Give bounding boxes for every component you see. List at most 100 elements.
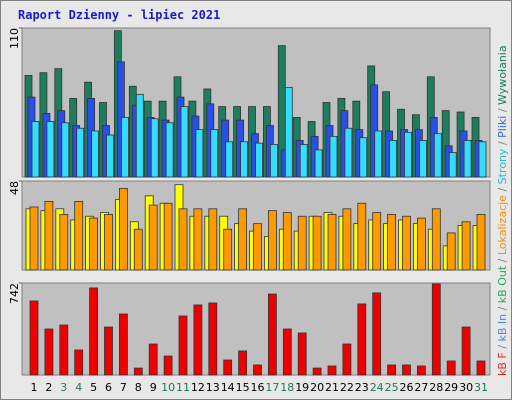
bar: [282, 212, 292, 271]
x-tick-label: 11: [176, 381, 190, 394]
bar: [342, 343, 352, 376]
x-tick-label: 4: [75, 381, 82, 394]
bar: [461, 326, 471, 376]
bar: [104, 213, 113, 271]
y-tick-label: 48: [8, 181, 21, 195]
legend: kB F / kB In / kB Out / Lokalizacje / St…: [496, 45, 509, 376]
bar: [210, 129, 219, 178]
x-tick-label: 10: [161, 381, 175, 394]
bar: [476, 360, 486, 376]
bar: [282, 328, 292, 376]
bar: [402, 364, 411, 376]
bar: [404, 131, 412, 178]
bar: [76, 127, 85, 178]
bar: [431, 208, 441, 271]
x-tick-label: 5: [90, 381, 97, 394]
bar: [448, 152, 457, 178]
legend-separator: /: [496, 105, 509, 116]
bar: [225, 141, 234, 178]
bar: [208, 302, 218, 376]
bar: [446, 232, 456, 271]
chart-title: Raport Dzienny - lipiec 2021: [18, 8, 220, 22]
bar: [148, 343, 158, 376]
bar: [329, 135, 338, 178]
x-tick-label: 12: [191, 381, 205, 394]
bar: [208, 208, 218, 271]
bar: [121, 117, 129, 178]
bar: [163, 355, 173, 376]
x-tick-label: 17: [265, 381, 279, 394]
bar: [150, 118, 159, 178]
bar: [253, 223, 262, 271]
legend-separator: /: [496, 184, 509, 195]
bar: [180, 106, 189, 178]
bar: [165, 122, 174, 178]
bar: [223, 228, 233, 271]
legend-item: Lokalizacje: [496, 195, 509, 255]
x-tick-label: 3: [60, 381, 67, 394]
bar: [135, 93, 144, 178]
bar: [29, 206, 39, 271]
x-tick-label: 1: [31, 381, 38, 394]
bar: [387, 213, 397, 271]
legend-item: Strony: [496, 148, 509, 184]
bar: [357, 303, 367, 376]
bar: [106, 134, 114, 178]
bar: [74, 200, 84, 271]
bar: [178, 208, 188, 271]
bar: [284, 87, 293, 178]
bar: [312, 367, 322, 376]
legend-item: kB In: [496, 314, 509, 342]
x-tick-label: 31: [474, 381, 488, 394]
bar: [133, 367, 143, 376]
bar: [269, 144, 278, 178]
bar: [163, 202, 173, 271]
legend-separator: /: [496, 303, 509, 314]
x-tick-label: 30: [459, 381, 473, 394]
bar: [359, 137, 368, 178]
bar: [74, 349, 84, 376]
y-tick-label: 110: [8, 28, 21, 49]
bar: [357, 202, 367, 271]
bar: [193, 208, 203, 271]
bar: [267, 210, 277, 271]
bar: [104, 326, 113, 376]
legend-separator: /: [496, 138, 509, 149]
bar: [433, 133, 442, 178]
bar: [238, 208, 248, 271]
bar: [299, 144, 308, 178]
legend-separator: /: [496, 342, 509, 353]
legend-item: kB F: [496, 352, 509, 376]
bar: [342, 208, 352, 271]
bar: [297, 215, 307, 271]
x-tick-label: 18: [280, 381, 294, 394]
x-tick-label: 24: [370, 381, 384, 394]
x-tick-label: 7: [120, 381, 127, 394]
x-tick-label: 21: [325, 381, 339, 394]
bar: [402, 215, 411, 271]
x-tick-label: 13: [206, 381, 220, 394]
x-tick-label: 9: [150, 381, 157, 394]
bar: [463, 140, 472, 178]
x-tick-label: 19: [295, 381, 309, 394]
bar: [89, 217, 98, 271]
x-tick-label: 25: [385, 381, 399, 394]
bar: [314, 149, 323, 178]
legend-item: kB Out: [496, 265, 509, 303]
bar: [148, 204, 158, 271]
bar: [344, 127, 353, 178]
bar: [267, 293, 277, 376]
bar: [476, 213, 486, 271]
x-tick-label: 8: [135, 381, 142, 394]
bar: [193, 304, 203, 376]
legend-separator: /: [496, 255, 509, 266]
bar: [431, 283, 441, 376]
bar: [223, 359, 233, 376]
bar: [374, 130, 383, 178]
bar: [389, 140, 398, 178]
bar: [91, 130, 99, 178]
legend-item: Wywołania: [496, 45, 509, 105]
bar: [327, 213, 337, 271]
bar: [312, 215, 322, 271]
